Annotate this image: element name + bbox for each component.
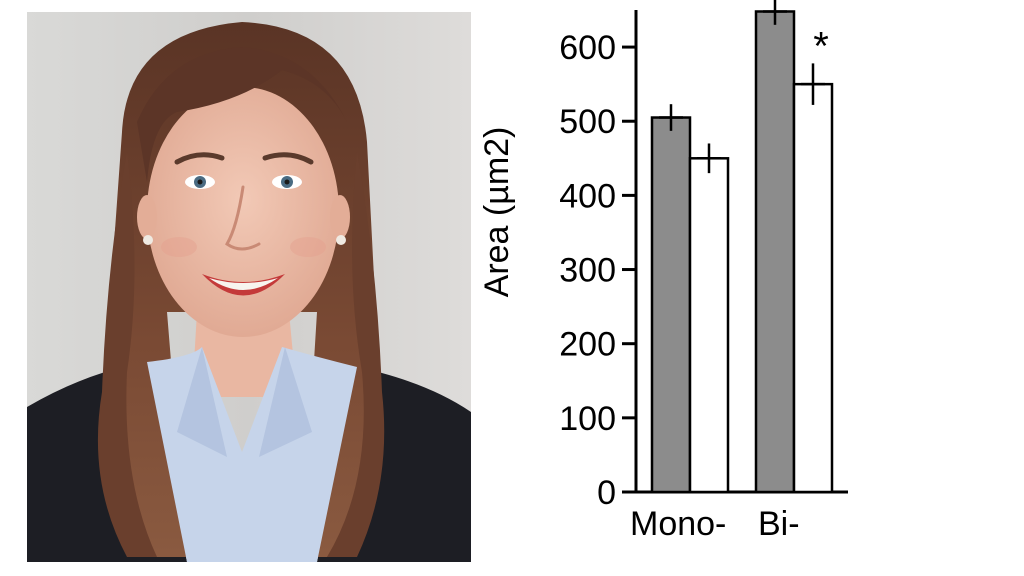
y-tick-label: 400 (559, 177, 616, 215)
pupil-right (284, 179, 290, 185)
pupil-left (197, 179, 203, 185)
bar-white-0 (688, 157, 730, 494)
bar-gray-0 (650, 116, 692, 494)
y-axis-label: Area (µm2) (480, 127, 516, 298)
shirt-collar-right (259, 347, 312, 457)
y-tick-label: 300 (559, 252, 616, 290)
x-labels-group: Mono- Bi- (630, 505, 800, 543)
ear-right (330, 195, 350, 239)
x-category-label: Bi- (758, 505, 800, 543)
bar-gray-1 (754, 10, 796, 494)
bars-group (650, 0, 834, 494)
teeth (209, 278, 278, 290)
cheek-right (290, 237, 326, 257)
portrait-illustration (27, 12, 471, 562)
x-category-label: Mono- (630, 505, 726, 543)
portrait-photo (27, 12, 471, 562)
bar-chart: Area (µm2) 0 100 200 300 400 500 600 Mono- Bi- … (478, 0, 860, 576)
eyebrow-left (174, 152, 225, 165)
earring-right (336, 235, 346, 245)
y-ticks-group: 0 100 200 300 400 500 600 (559, 29, 636, 512)
y-tick-label: 500 (559, 103, 616, 141)
hair-fringe (137, 47, 347, 182)
ear-left (137, 195, 157, 239)
hair-left-strand (97, 152, 157, 557)
y-tick-label: 200 (559, 326, 616, 364)
bar-white-1 (792, 82, 834, 494)
y-tick-label: 0 (597, 474, 616, 512)
nose (225, 185, 261, 251)
neck (192, 312, 297, 397)
hair-right-strand (327, 152, 385, 557)
eyebrow-right (262, 152, 314, 165)
face (147, 87, 339, 337)
annotations-group: * (813, 24, 829, 68)
significance-asterisk: * (813, 24, 829, 68)
y-tick-label: 600 (559, 29, 616, 67)
y-tick-label: 100 (559, 400, 616, 438)
cheek-left (161, 237, 197, 257)
earring-left (143, 235, 153, 245)
shirt-collar-left (177, 347, 227, 457)
